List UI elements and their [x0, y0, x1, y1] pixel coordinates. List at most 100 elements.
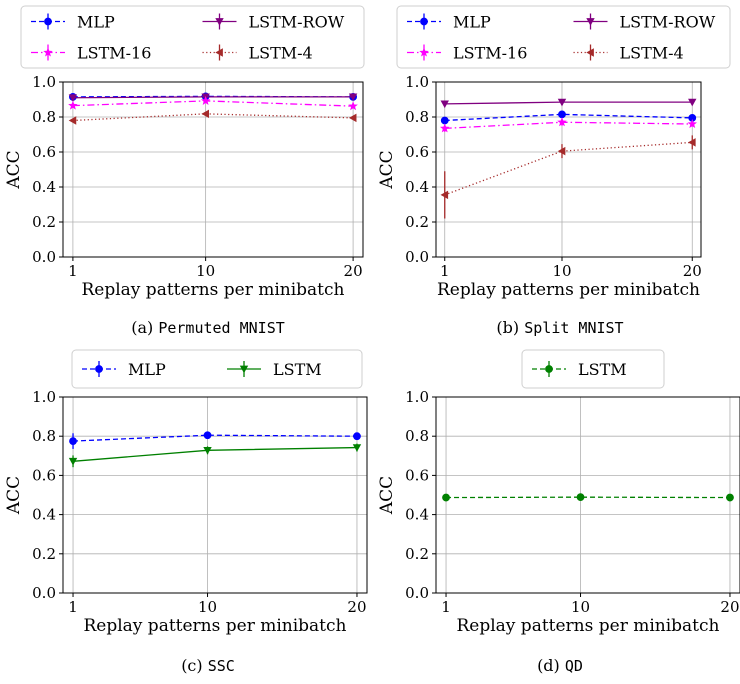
y-axis-label: ACC	[4, 150, 24, 189]
legend: MLP LSTM-ROW LSTM-16 LSTM-4	[396, 5, 731, 69]
y-tick-label: 0.2	[405, 545, 429, 563]
x-tick-label: 10	[552, 262, 571, 280]
legend-marker	[44, 17, 52, 26]
legend-label: MLP	[128, 360, 166, 379]
data-point	[557, 98, 567, 107]
data-point	[348, 93, 358, 102]
data-point	[203, 446, 212, 455]
x-tick-label: 20	[344, 262, 363, 280]
data-point	[68, 94, 78, 102]
y-axis-label: ACC	[377, 476, 397, 515]
x-axis-label: Replay patterns per minibatch	[81, 280, 344, 300]
y-tick-label: 0.6	[32, 466, 56, 484]
caption-prefix: (d)	[537, 656, 565, 675]
data-point	[352, 444, 362, 452]
data-point	[348, 101, 358, 111]
panel-caption: (b) Split MNIST	[496, 318, 623, 337]
x-tick-label: 20	[347, 598, 366, 616]
data-point	[557, 146, 566, 156]
x-tick-label: 20	[720, 598, 739, 616]
panel-caption: (a) Permuted MNIST	[131, 318, 285, 337]
data-point	[726, 493, 734, 502]
y-tick-label: 0.0	[32, 248, 56, 266]
series-lstm-4	[68, 109, 357, 125]
series-lstm-16	[439, 117, 698, 133]
legend-marker	[586, 48, 594, 57]
y-axis-label: ACC	[4, 476, 24, 515]
x-tick-label: 10	[198, 598, 217, 616]
data-point	[348, 113, 357, 123]
x-axis-label: Replay patterns per minibatch	[83, 616, 346, 636]
series-line	[444, 141, 693, 196]
data-point	[353, 432, 361, 441]
y-tick-label: 0.8	[32, 427, 56, 445]
x-tick-label: 1	[440, 262, 450, 280]
legend-marker	[586, 18, 595, 26]
caption-prefix: (c)	[181, 656, 208, 675]
legend-label: LSTM-4	[620, 44, 684, 63]
x-tick-label: 1	[68, 598, 78, 616]
legend-marker	[43, 47, 53, 57]
x-tick-label: 10	[196, 262, 215, 280]
legend-box	[71, 349, 363, 389]
data-point	[687, 119, 698, 129]
caption-prefix: (a)	[131, 318, 158, 337]
data-point	[440, 100, 449, 109]
x-axis-label: Replay patterns per minibatch	[456, 616, 719, 636]
series-line	[72, 446, 357, 462]
data-point	[203, 431, 212, 440]
legend-label: LSTM-ROW	[249, 13, 345, 32]
plot-frame	[62, 396, 368, 594]
y-tick-label: 0.6	[405, 143, 429, 161]
legend-label: LSTM	[578, 360, 627, 379]
series-lstm	[442, 493, 734, 502]
legend-box	[521, 349, 665, 389]
series-line	[72, 100, 354, 107]
legend: MLP LSTM-ROW LSTM-16 LSTM-4	[20, 5, 365, 69]
caption-prefix: (b)	[496, 318, 524, 337]
legend-label: LSTM-16	[77, 44, 151, 63]
legend-marker	[95, 365, 103, 373]
y-tick-label: 1.0	[32, 73, 56, 91]
legend-marker	[215, 18, 224, 26]
data-point	[439, 123, 450, 133]
caption-title: Permuted MNIST	[158, 319, 284, 337]
panel-caption: (d) QD	[537, 656, 583, 675]
y-tick-label: 0.0	[32, 584, 56, 602]
y-tick-label: 0.2	[32, 545, 56, 563]
plot-frame	[435, 396, 740, 594]
series-line	[73, 434, 357, 442]
series-line	[444, 101, 693, 105]
y-tick-label: 0.4	[32, 506, 56, 524]
series-lstm	[68, 443, 362, 468]
y-tick-label: 0.8	[405, 427, 429, 445]
legend-box	[396, 5, 731, 69]
data-point	[576, 493, 585, 502]
y-tick-label: 0.6	[32, 143, 56, 161]
series-lstm-16	[68, 95, 358, 111]
data-point	[440, 116, 449, 125]
legend-label: LSTM	[273, 360, 322, 379]
data-point	[201, 109, 209, 119]
data-point	[688, 138, 696, 147]
legend-label: LSTM-ROW	[620, 13, 716, 32]
legend-marker	[545, 365, 553, 373]
x-tick-label: 20	[683, 262, 702, 280]
y-tick-label: 0.0	[405, 248, 429, 266]
plot-frame	[435, 81, 702, 258]
y-tick-label: 0.2	[405, 213, 429, 231]
legend-marker	[420, 17, 428, 26]
series-mlp	[69, 431, 361, 449]
legend-label: MLP	[453, 13, 491, 32]
y-tick-label: 1.0	[405, 388, 429, 406]
plot-frame	[62, 81, 364, 258]
y-tick-label: 0.4	[405, 506, 429, 524]
legend-marker	[215, 48, 223, 57]
y-tick-label: 0.0	[405, 584, 429, 602]
y-tick-label: 1.0	[32, 388, 56, 406]
series-line	[72, 96, 354, 99]
legend: MLP LSTM	[71, 349, 363, 389]
series-lstm-row	[68, 93, 358, 102]
